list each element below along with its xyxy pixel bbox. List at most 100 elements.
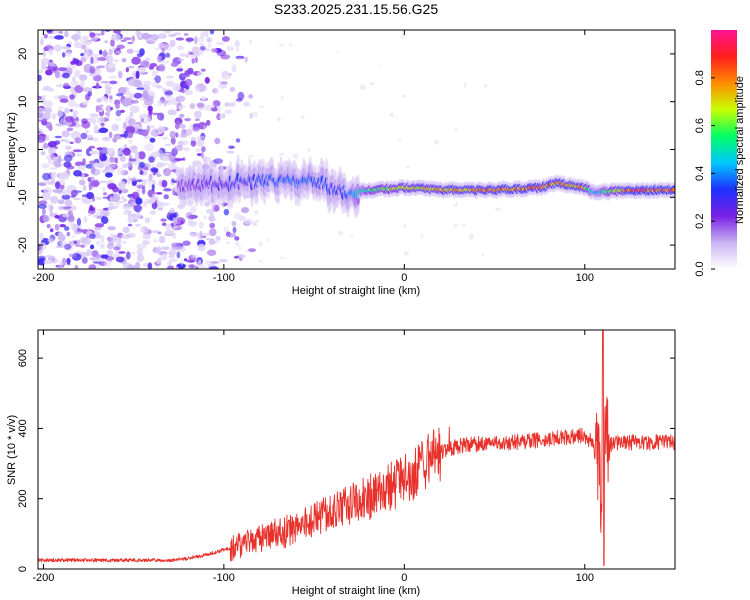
noise-blob [115,109,122,117]
noise-blob [172,217,178,226]
noise-blob [64,243,71,250]
noise-blob [102,49,108,58]
noise-blob [68,221,75,226]
noise-blob [258,241,263,247]
noise-blob [196,135,206,140]
noise-blob [119,109,125,113]
noise-blob [88,145,96,149]
noise-blob [80,37,89,44]
noise-blob [127,78,137,87]
noise-blob [223,226,229,233]
noise-blob [99,49,103,55]
noise-blob [143,136,153,139]
noise-blob [191,137,197,142]
noise-blob [100,234,105,244]
y-tick-label: 0 [17,146,29,152]
noise-blob [127,65,135,69]
noise-blob [151,73,157,77]
noise-blob [226,110,232,114]
noise-blob [168,164,176,170]
snr-panel: -200 -100 0 100 0 200 400 600 Height of straig… [6,329,676,597]
noise-blob [158,63,166,72]
noise-blob [70,86,75,93]
noise-blob [162,155,170,162]
noise-blob [105,105,113,113]
noise-blob [163,194,169,200]
colorbar-bar [711,30,737,269]
noise-blob [127,223,133,227]
y-tick-label: 200 [17,490,29,508]
noise-blob [66,127,74,132]
noise-blob [89,206,96,212]
noise-blob [183,258,188,262]
noise-blob [136,53,143,58]
colorbar: 0.0 0.2 0.4 0.6 0.8 Normalized spectral ampl… [694,30,746,277]
noise-blob [127,41,134,45]
noise-blob [123,198,128,202]
y-tick-label: 400 [17,419,29,437]
noise-blob [174,158,185,161]
noise-blob [164,90,173,96]
noise-blob [193,160,202,164]
noise-blob [47,35,56,40]
noise-blob [45,154,56,161]
noise-blob [41,62,45,67]
noise-blob [96,116,105,124]
noise-blob [134,261,141,269]
noise-blob [74,58,80,65]
noise-blob [184,78,193,87]
y-tick-label: -20 [17,237,29,253]
noise-blob [95,82,100,89]
noise-blob [155,192,163,195]
noise-blob [107,226,116,231]
noise-blob [226,45,234,51]
noise-blob [204,104,213,112]
noise-blob [57,155,62,164]
noise-blob [258,259,264,263]
noise-blob [179,123,186,129]
noise-blob [109,80,118,85]
noise-blob [196,138,205,147]
noise-blob [151,184,155,192]
noise-blob [152,193,156,198]
colorbar-label: Normalized spectral amplitude [734,76,746,224]
noise-blob [209,261,219,264]
noise-blob [82,52,92,60]
noise-blob [204,77,210,84]
noise-blob [156,55,162,61]
noise-blob [68,253,78,258]
noise-blob [108,203,114,206]
noise-blob [120,39,127,42]
noise-blob [66,231,71,237]
noise-blob [63,189,68,196]
noise-blob [233,255,240,259]
noise-blob [194,36,198,45]
noise-blob [199,230,203,237]
noise-blob [157,42,165,49]
noise-blob [389,112,394,117]
noise-blob [199,45,206,51]
noise-blob [453,204,458,207]
noise-blob [369,82,375,86]
noise-blob [48,125,53,131]
noise-blob [133,204,142,213]
noise-blob [158,235,166,244]
noise-blob [44,134,50,141]
noise-blob [218,79,221,84]
noise-blob [58,205,65,211]
noise-blob [205,259,212,267]
y-tick-label: -10 [17,189,29,205]
noise-blob [80,132,88,140]
noise-blob [208,239,216,246]
noise-blob [49,228,54,233]
noise-blob [201,96,207,101]
noise-blob [221,74,231,80]
noise-blob [249,112,253,119]
noise-blob [170,182,176,186]
noise-blob [177,65,183,69]
noise-blob [94,179,99,188]
noise-blob [47,141,57,148]
noise-blob [468,233,474,240]
noise-blob [116,93,124,97]
